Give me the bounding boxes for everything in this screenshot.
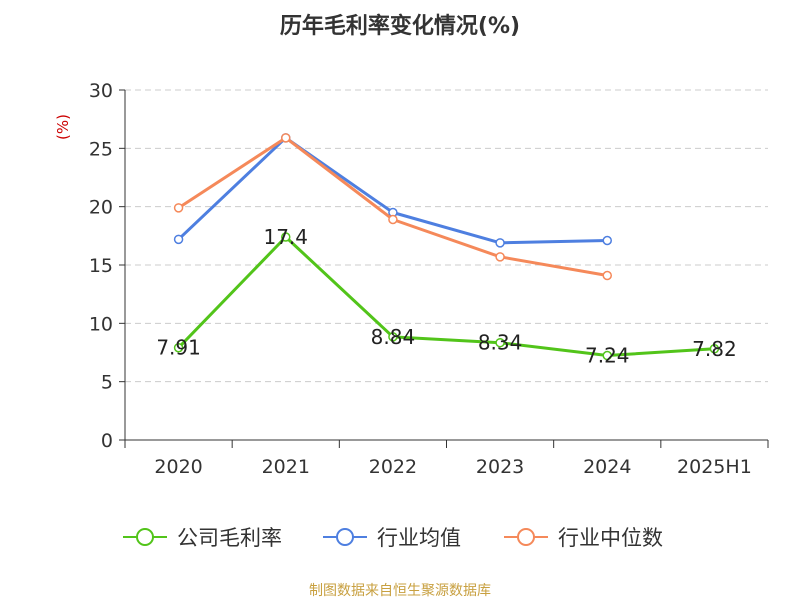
y-tick-label: 5: [101, 372, 113, 394]
data-point: [388, 332, 398, 342]
x-tick-label: 2021: [262, 456, 310, 478]
data-point: [602, 270, 612, 281]
data-point: [388, 214, 398, 225]
legend-label: 公司毛利率: [177, 526, 282, 550]
data-label: 7.82: [692, 337, 737, 361]
y-tick-label: 15: [89, 255, 113, 277]
data-label: 8.84: [371, 325, 416, 349]
legend: 公司毛利率 行业均值 行业中位数: [123, 526, 663, 550]
data-point: [495, 238, 505, 248]
x-tick-label: 2023: [476, 456, 524, 478]
gridlines: [125, 89, 768, 383]
y-axis-label: (%): [54, 114, 72, 140]
data-point: [173, 234, 184, 245]
data-label: 7.91: [156, 336, 201, 360]
legend-marker: [136, 528, 154, 546]
series-line: [177, 136, 608, 245]
series-line: [177, 136, 608, 277]
source-note: 制图数据来自恒生聚源数据库: [309, 583, 491, 599]
data-point: [495, 252, 505, 262]
y-tick-label: 10: [89, 313, 113, 335]
series-line: [177, 235, 715, 358]
y-tick-label: 30: [89, 80, 113, 102]
data-point: [602, 235, 612, 246]
y-tick-label: 25: [89, 138, 113, 160]
data-label: 17.4: [263, 225, 308, 249]
data-point: [281, 232, 291, 242]
data-label: 8.34: [478, 331, 523, 355]
y-tick-label: 20: [89, 197, 113, 219]
chart-title: 历年毛利率变化情况(%): [279, 14, 521, 39]
legend-label: 行业均值: [377, 526, 461, 550]
x-tick-label: 2024: [583, 456, 631, 478]
legend-marker: [517, 528, 535, 546]
x-tick-label: 2025H1: [677, 456, 752, 478]
data-point: [173, 342, 184, 353]
data-point: [602, 350, 612, 361]
y-tick-label: 0: [101, 430, 113, 452]
legend-marker: [336, 528, 354, 546]
series-group: 7.91 17.4 8.84 8.34 7.24 7.82: [156, 133, 737, 368]
x-tick-label: 2022: [369, 456, 417, 478]
axes: 0 5 10 15 20 25 30 2020 2021 2022 2023 2024 2025H1: [89, 80, 769, 478]
data-point: [495, 337, 505, 348]
x-tick-label: 2020: [154, 456, 202, 478]
data-point: [709, 344, 720, 354]
data-point: [173, 203, 184, 213]
data-point: [281, 133, 291, 143]
legend-label: 行业中位数: [558, 526, 663, 550]
data-label: 7.24: [585, 344, 630, 368]
